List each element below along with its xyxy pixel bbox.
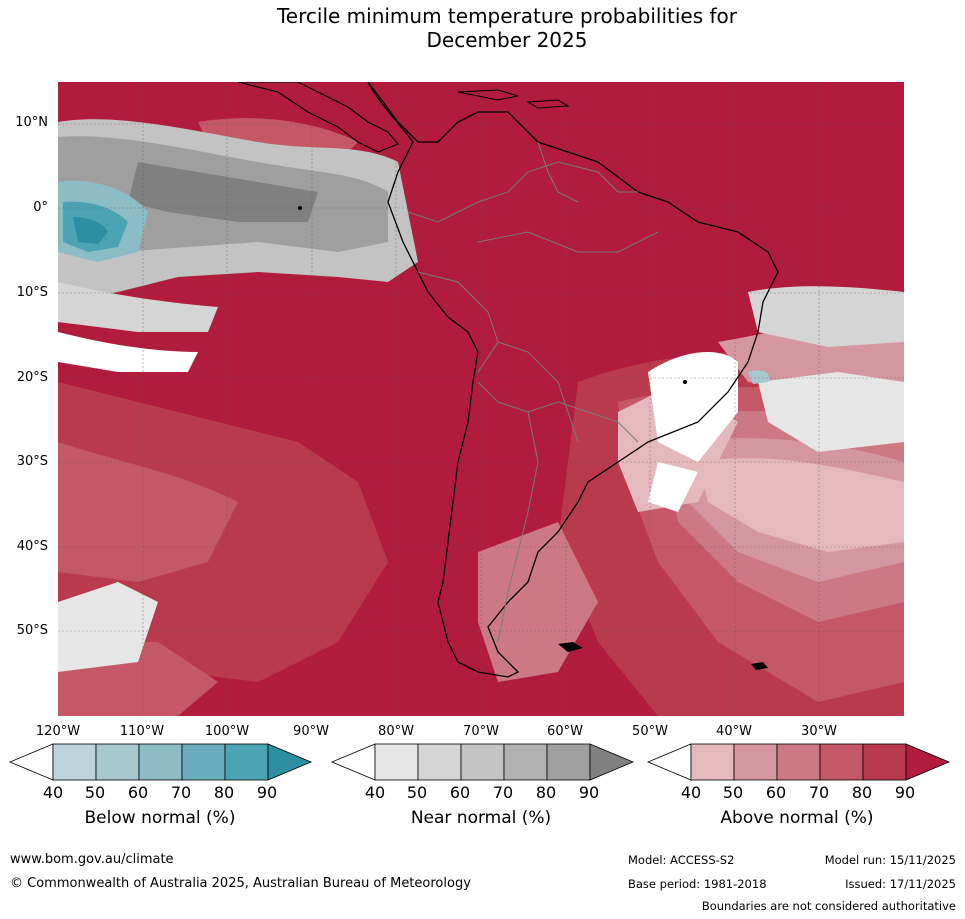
south-america-coastline [367,82,779,678]
near-60-region [58,282,218,332]
legend-value: 60 [449,783,471,802]
legend-value: 50 [722,783,744,802]
map-title: Tercile minimum temperature probabilitie… [0,4,965,52]
above-normal-title: Above normal (%) [720,808,874,828]
legend-segment [690,743,735,781]
legend-value: 90 [578,783,600,802]
legend-value: 70 [492,783,514,802]
legend-arrow-high [905,743,951,781]
caribbean-islands [457,89,519,101]
legend-value: 80 [851,783,873,802]
legend-segment [138,743,183,781]
model-name: Model: ACCESS-S2 [628,853,735,867]
below-normal-colorbar [8,743,313,781]
lon-label-110w: 110°W [119,724,165,739]
lon-label-90w: 90°W [293,724,329,739]
lon-label-50w: 50°W [632,724,668,739]
title-line-1: Tercile minimum temperature probabilitie… [276,4,738,28]
legend-value: 90 [894,783,916,802]
near-90-region [128,162,318,222]
lat-label-50s: 50°S [16,623,48,638]
lat-label-0: 0° [33,200,48,215]
legend-value: 80 [535,783,557,802]
legend-segment [546,743,591,781]
near-normal-colorbar [330,743,635,781]
below-normal-title: Below normal (%) [84,808,236,828]
legend-value: 40 [680,783,702,802]
lon-label-70w: 70°W [463,724,499,739]
falkland-islands [558,642,583,652]
legend-arrow-low [646,743,692,781]
legend-segment [181,743,226,781]
legend-value: 60 [127,783,149,802]
legend-segment [862,743,907,781]
south-georgia [751,662,768,670]
caribbean-islands [526,99,570,109]
legend-segment [374,743,419,781]
legend-segment [460,743,505,781]
title-line-2: December 2025 [426,28,588,52]
model-run-date: Model run: 15/11/2025 [824,853,956,867]
below-90-region [73,217,108,244]
legend-value: 40 [42,783,64,802]
no-signal-region [648,351,738,462]
lat-label-20s: 20°S [16,370,48,385]
legend-segment [417,743,462,781]
legend-arrow-high [267,743,313,781]
legend-segment [733,743,778,781]
lon-label-120w: 120°W [35,724,81,739]
legend-bars [8,743,951,781]
legend-arrow-low [8,743,54,781]
lon-label-100w: 100°W [204,724,250,739]
map-canvas [58,82,904,716]
legend-value: 80 [213,783,235,802]
below-50-region [748,370,770,384]
near-60-region [748,286,904,347]
legend-segment [776,743,821,781]
legend-value: 90 [256,783,278,802]
galapagos-islands [298,206,302,210]
legend-value: 60 [765,783,787,802]
lon-label-80w: 80°W [378,724,414,739]
legend-value: 50 [406,783,428,802]
no-signal-region [58,332,198,372]
near-50-region [758,372,904,452]
legend-segment [224,743,269,781]
lat-label-10s: 10°S [16,285,48,300]
near-50-region [58,582,158,672]
lon-label-60w: 60°W [547,724,583,739]
legend-segment [503,743,548,781]
issued-date: Issued: 17/11/2025 [845,877,956,891]
copyright-notice: © Commonwealth of Australia 2025, Austra… [10,876,471,891]
near-normal-title: Near normal (%) [410,808,552,828]
island-marker [683,380,687,384]
legend-value: 50 [84,783,106,802]
base-period: Base period: 1981-2018 [628,877,767,891]
country-borders [407,141,659,643]
lat-label-30s: 30°S [16,454,48,469]
legend-segment [52,743,97,781]
legend-value: 70 [170,783,192,802]
boundary-disclaimer: Boundaries are not considered authoritat… [701,899,956,913]
lat-label-40s: 40°S [16,539,48,554]
legend-value: 40 [364,783,386,802]
legend-segment [95,743,140,781]
above-60-region [478,522,598,682]
legend-arrow-high [589,743,635,781]
legend-value: 70 [808,783,830,802]
above-40-region [698,458,904,552]
legend-segment [819,743,864,781]
above-normal-colorbar [646,743,951,781]
probability-map [58,82,904,716]
graticule [58,82,904,716]
lon-label-40w: 40°W [716,724,752,739]
legend-arrow-low [330,743,376,781]
no-signal-region [648,462,698,512]
website-link[interactable]: www.bom.gov.au/climate [10,852,174,867]
central-america-coastline [237,82,399,153]
lat-label-10n: 10°N [15,115,48,130]
lon-label-30w: 30°W [801,724,837,739]
